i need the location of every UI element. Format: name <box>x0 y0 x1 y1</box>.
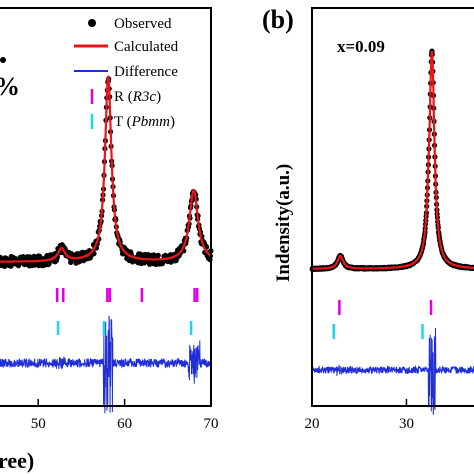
panel-a-partial-label: % <box>0 72 20 101</box>
calculated-line <box>312 50 474 270</box>
panel-b-x-ticks: 20 30 <box>305 399 414 432</box>
x-tick-label: 30 <box>399 416 414 432</box>
difference-line <box>0 315 212 414</box>
observed-point <box>155 252 161 258</box>
panel-a-plot-area <box>0 75 214 414</box>
calculated-line <box>0 75 212 263</box>
legend-difference-label: Difference <box>114 64 178 80</box>
observed-point <box>16 261 22 267</box>
legend-observed-label: Observed <box>114 16 172 32</box>
observed-point <box>151 252 157 258</box>
panel-a: 50 60 70 % ree) Observed Calculated Differ… <box>0 7 219 473</box>
observed-point <box>141 260 147 266</box>
legend-calculated-label: Calculated <box>114 39 179 55</box>
x-tick-label: 20 <box>305 416 320 432</box>
panel-a-x-axis-label: ree) <box>0 448 34 473</box>
panel-b-frame <box>311 7 474 407</box>
panel-a-partial-marker <box>0 57 6 63</box>
panel-b: 20 30 (b) x=0.09 Indensity(a.u.) <box>262 5 474 432</box>
legend: Observed Calculated Difference R (R3c) T… <box>74 16 179 130</box>
panel-b-plot-area <box>309 48 474 415</box>
panel-b-y-axis-label: Indensity(a.u.) <box>273 164 294 282</box>
x-tick-label: 50 <box>31 416 46 432</box>
legend-observed-marker <box>88 19 96 27</box>
panel-a-frame <box>0 7 212 407</box>
legend-r3c-label: R (R3c) <box>114 89 161 105</box>
panel-a-x-ticks: 50 60 70 <box>31 399 219 432</box>
legend-pbmm-label: T (Pbmm) <box>114 114 175 130</box>
x-tick-label: 60 <box>117 416 132 432</box>
panel-b-label: (b) <box>262 5 294 34</box>
x-tick-label: 70 <box>204 416 219 432</box>
difference-line <box>311 327 474 415</box>
panel-b-annotation: x=0.09 <box>337 37 385 56</box>
